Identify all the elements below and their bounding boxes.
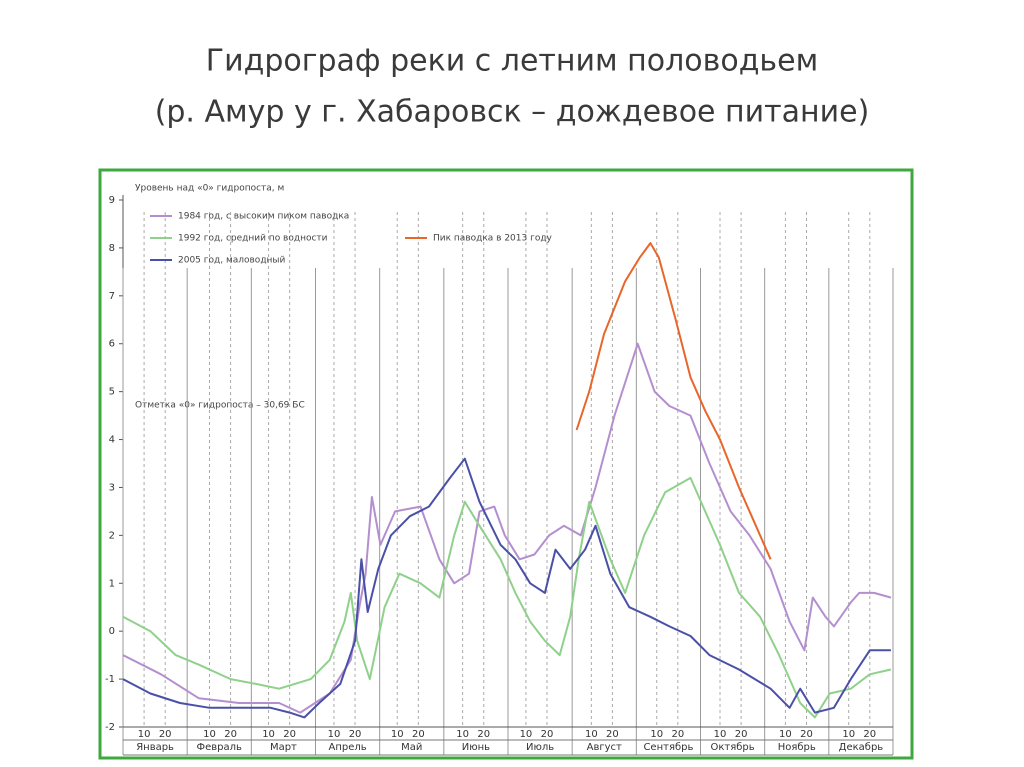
month-label: Июнь bbox=[462, 742, 490, 753]
x-tick-label: 20 bbox=[735, 729, 748, 740]
x-tick-label: 10 bbox=[138, 729, 151, 740]
y-tick-label: 1 bbox=[109, 578, 115, 589]
legend-label: 1984 год, с высоким пиком паводка bbox=[178, 212, 349, 222]
x-tick-label: 10 bbox=[262, 729, 275, 740]
legend-label: 2005 год, маловодный bbox=[178, 256, 286, 266]
x-tick-label: 20 bbox=[863, 729, 876, 740]
x-tick-label: 20 bbox=[606, 729, 619, 740]
x-tick-label: 20 bbox=[224, 729, 237, 740]
series-line bbox=[122, 457, 891, 719]
x-tick-label: 10 bbox=[650, 729, 663, 740]
x-tick-label: 10 bbox=[391, 729, 404, 740]
y-tick-label: 2 bbox=[109, 530, 115, 541]
month-label: Июль bbox=[526, 742, 554, 753]
x-tick-label: 20 bbox=[283, 729, 296, 740]
x-tick-label: 10 bbox=[203, 729, 216, 740]
x-tick-label: 10 bbox=[779, 729, 792, 740]
month-label: Март bbox=[270, 742, 297, 753]
x-tick-label: 20 bbox=[477, 729, 490, 740]
legend-label: Пик паводка в 2013 году bbox=[433, 234, 553, 244]
x-tick-label: 20 bbox=[541, 729, 554, 740]
month-label: Май bbox=[401, 742, 422, 753]
month-label: Октябрь bbox=[710, 742, 754, 753]
month-label: Апрель bbox=[328, 742, 366, 753]
y-axis-label: Уровень над «0» гидропоста, м bbox=[135, 184, 284, 194]
x-tick-label: 10 bbox=[714, 729, 727, 740]
y-tick-label: 9 bbox=[109, 195, 115, 206]
y-tick-label: -2 bbox=[105, 722, 115, 733]
y-tick-label: 3 bbox=[109, 482, 115, 493]
month-label: Сентябрь bbox=[643, 742, 693, 753]
y-tick-label: 8 bbox=[109, 243, 115, 254]
y-tick-label: 4 bbox=[109, 435, 115, 446]
x-tick-label: 20 bbox=[412, 729, 425, 740]
title-line: Гидрограф реки с летним половодьем bbox=[206, 44, 818, 79]
y-tick-label: 6 bbox=[109, 339, 115, 350]
title-line: (р. Амур у г. Хабаровск – дождевое питан… bbox=[155, 95, 870, 130]
month-label: Январь bbox=[136, 742, 174, 753]
x-tick-label: 10 bbox=[520, 729, 533, 740]
x-tick-label: 10 bbox=[585, 729, 598, 740]
x-tick-label: 20 bbox=[671, 729, 684, 740]
month-label: Декабрь bbox=[839, 742, 884, 753]
series-line bbox=[122, 476, 892, 719]
series-line bbox=[122, 342, 892, 714]
legend-label: 1992 год, средний по водности bbox=[178, 234, 328, 244]
month-label: Ноябрь bbox=[778, 742, 816, 753]
annotation: Отметка «0» гидропоста – 30,69 БС bbox=[135, 401, 305, 411]
y-tick-label: -1 bbox=[105, 674, 115, 685]
month-label: Февраль bbox=[197, 742, 243, 753]
x-tick-label: 10 bbox=[328, 729, 341, 740]
y-tick-label: 0 bbox=[109, 626, 115, 637]
x-tick-label: 20 bbox=[159, 729, 172, 740]
y-tick-label: 5 bbox=[109, 387, 115, 398]
x-tick-label: 10 bbox=[842, 729, 855, 740]
x-tick-label: 20 bbox=[800, 729, 813, 740]
series-line bbox=[575, 242, 772, 560]
month-label: Август bbox=[587, 742, 622, 753]
chart-frame bbox=[98, 168, 914, 760]
y-tick-label: 7 bbox=[109, 291, 115, 302]
x-tick-label: 20 bbox=[349, 729, 362, 740]
x-tick-label: 10 bbox=[456, 729, 469, 740]
